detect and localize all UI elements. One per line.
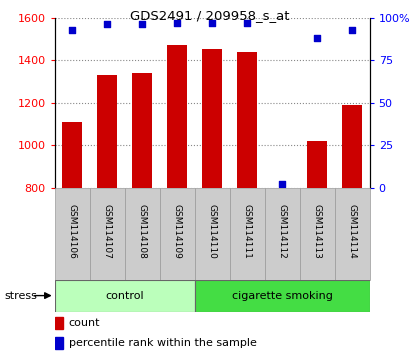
Text: GSM114114: GSM114114 bbox=[348, 204, 357, 259]
Text: GSM114106: GSM114106 bbox=[68, 204, 76, 259]
Bar bbox=[160, 188, 194, 280]
Text: cigarette smoking: cigarette smoking bbox=[232, 291, 333, 301]
Bar bbox=[89, 188, 125, 280]
Bar bbox=[342, 105, 362, 188]
Point bbox=[139, 22, 145, 27]
Text: GSM114110: GSM114110 bbox=[207, 204, 217, 259]
Point bbox=[349, 27, 355, 33]
Bar bbox=[307, 141, 327, 188]
Text: GDS2491 / 209958_s_at: GDS2491 / 209958_s_at bbox=[130, 9, 290, 22]
Bar bbox=[299, 188, 335, 280]
Text: GSM114108: GSM114108 bbox=[138, 204, 147, 259]
Text: GSM114109: GSM114109 bbox=[173, 204, 181, 259]
Text: control: control bbox=[105, 291, 144, 301]
Bar bbox=[132, 73, 152, 188]
Bar bbox=[194, 280, 370, 312]
Bar bbox=[55, 318, 63, 329]
Bar bbox=[55, 337, 63, 349]
Bar bbox=[237, 52, 257, 188]
Point bbox=[314, 35, 320, 41]
Point bbox=[174, 20, 181, 25]
Text: count: count bbox=[69, 318, 100, 329]
Bar bbox=[230, 188, 265, 280]
Text: GSM114111: GSM114111 bbox=[243, 204, 252, 259]
Point bbox=[69, 27, 76, 33]
Point bbox=[244, 20, 250, 25]
Point bbox=[104, 22, 110, 27]
Text: GSM114107: GSM114107 bbox=[102, 204, 112, 259]
Bar bbox=[125, 188, 160, 280]
Bar bbox=[97, 75, 117, 188]
Bar bbox=[63, 122, 82, 188]
Bar bbox=[335, 188, 370, 280]
Text: percentile rank within the sample: percentile rank within the sample bbox=[69, 338, 257, 348]
Point bbox=[209, 20, 215, 25]
Text: GSM114112: GSM114112 bbox=[278, 204, 286, 259]
Bar bbox=[202, 49, 222, 188]
Bar bbox=[265, 188, 299, 280]
Text: stress: stress bbox=[4, 291, 37, 301]
Bar bbox=[194, 188, 230, 280]
Bar bbox=[55, 188, 89, 280]
Text: GSM114113: GSM114113 bbox=[312, 204, 322, 259]
Point bbox=[279, 181, 286, 187]
Bar bbox=[55, 280, 194, 312]
Bar bbox=[168, 45, 187, 188]
